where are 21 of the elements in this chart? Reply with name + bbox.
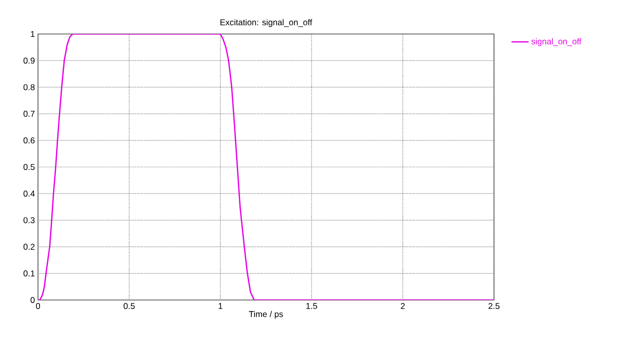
y-tick-label: 0.2 xyxy=(24,244,35,250)
chart-title: Excitation: signal_on_off xyxy=(220,19,312,27)
y-tick-label: 0.8 xyxy=(24,84,35,90)
y-tick-label: 0.5 xyxy=(24,164,35,170)
x-tick-label: 2 xyxy=(400,303,405,309)
x-tick-label: 0.5 xyxy=(124,303,135,310)
x-tick-label: 1 xyxy=(218,303,222,309)
y-tick-label: 0.1 xyxy=(24,270,35,276)
y-tick-label: 0.7 xyxy=(24,110,35,117)
y-tick-label: 1 xyxy=(30,31,35,37)
y-tick-label: 0.9 xyxy=(24,58,35,64)
legend-label: signal_on_off xyxy=(531,38,582,46)
y-tick-label: 0.6 xyxy=(24,137,35,144)
x-tick-label: 2.5 xyxy=(488,303,500,310)
line-series xyxy=(38,34,494,300)
y-tick-label: 0.4 xyxy=(24,190,35,197)
x-tick-label: 1.5 xyxy=(306,303,318,309)
x-tick-label: 0 xyxy=(36,303,40,310)
y-tick-label: 0 xyxy=(30,297,35,303)
y-tick-label: 0.3 xyxy=(24,217,35,224)
x-axis-title: Time / ps xyxy=(248,310,283,319)
